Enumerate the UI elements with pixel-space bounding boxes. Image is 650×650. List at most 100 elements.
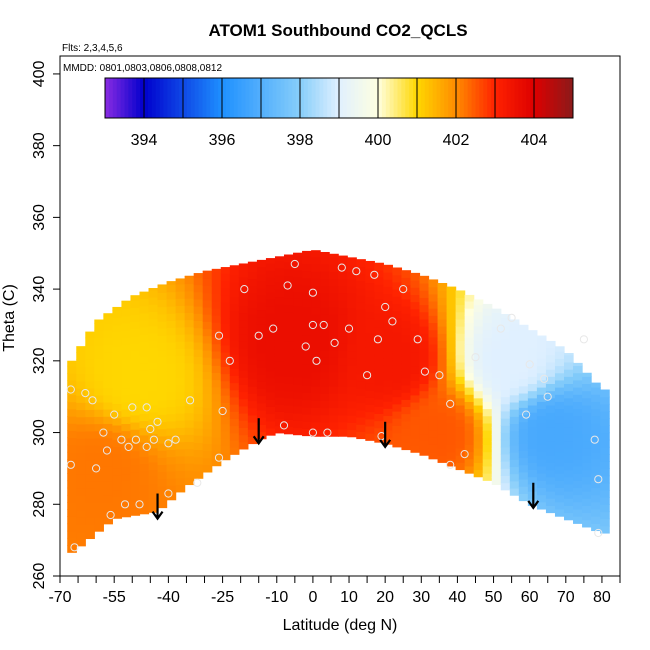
field-cell — [256, 338, 267, 346]
colorbar-segment — [120, 78, 125, 118]
field-cell — [67, 408, 77, 417]
field-cell — [509, 444, 520, 453]
colorbar-segment — [518, 78, 523, 118]
field-cell — [392, 296, 403, 304]
field-cell — [67, 444, 77, 453]
field-cell — [365, 390, 375, 398]
field-cell — [229, 432, 240, 441]
field-cell — [157, 364, 168, 372]
field-cell — [148, 375, 159, 384]
colorbar-segment — [280, 78, 285, 118]
field-cell — [302, 413, 312, 422]
field-cell — [265, 291, 276, 300]
field-cell — [491, 398, 502, 407]
field-cell — [365, 282, 375, 291]
field-cell — [491, 462, 502, 471]
field-cell — [238, 319, 249, 328]
field-cell — [256, 259, 267, 268]
field-cell — [175, 319, 186, 328]
field-cell — [103, 487, 113, 496]
field-cell — [274, 303, 285, 312]
field-cell — [112, 403, 123, 412]
field-cell — [591, 523, 601, 532]
field-cell — [202, 371, 213, 380]
field-cell — [139, 492, 150, 500]
field-cell — [582, 440, 592, 449]
field-cell — [157, 284, 168, 286]
colorbar-segment — [522, 78, 527, 118]
colorbar-segment — [331, 78, 336, 118]
field-cell — [356, 273, 366, 282]
field-cell — [356, 366, 366, 375]
field-cell — [482, 308, 493, 316]
colorbar-segment — [456, 78, 461, 118]
field-cell — [437, 419, 448, 428]
field-cell — [94, 387, 104, 396]
field-cell — [274, 353, 285, 362]
field-cell — [211, 422, 222, 431]
field-cell — [518, 471, 529, 480]
sample-point — [507, 313, 516, 322]
colorbar-segment — [319, 78, 324, 118]
field-cell — [374, 355, 384, 364]
field-cell — [428, 329, 439, 338]
field-cell — [247, 414, 258, 423]
field-cell — [166, 356, 177, 364]
field-cell — [536, 408, 547, 417]
field-cell — [356, 295, 366, 303]
field-cell — [76, 502, 86, 511]
field-cell — [175, 434, 186, 443]
field-cell — [311, 250, 321, 258]
field-cell — [554, 394, 565, 402]
field-cell — [103, 480, 113, 489]
field-cell — [564, 433, 574, 442]
field-cell — [600, 482, 610, 491]
field-cell — [130, 328, 141, 337]
field-cell — [302, 370, 312, 379]
field-cell — [374, 348, 384, 357]
field-cell — [545, 447, 556, 456]
field-cell — [265, 399, 276, 407]
field-cell — [193, 384, 204, 393]
field-cell — [311, 371, 321, 380]
field-cell — [600, 411, 610, 419]
field-cell — [446, 322, 457, 331]
field-cell — [229, 267, 240, 276]
field-cell — [500, 446, 511, 455]
field-cell — [247, 364, 258, 373]
field-cell — [338, 314, 348, 322]
field-cell — [401, 406, 412, 415]
field-cell — [527, 433, 538, 442]
field-cell — [94, 416, 104, 425]
field-cell — [392, 410, 403, 419]
field-cell — [392, 310, 403, 319]
field-cell — [573, 451, 583, 460]
field-cell — [293, 305, 303, 314]
field-cell — [591, 408, 601, 417]
field-cell — [573, 401, 583, 410]
field-cell — [94, 409, 104, 417]
field-cell — [374, 427, 384, 436]
field-cell — [500, 339, 511, 347]
field-cell — [437, 361, 448, 370]
field-cell — [500, 410, 511, 419]
field-cell — [293, 276, 303, 285]
field-cell — [284, 397, 294, 406]
field-cell — [139, 398, 150, 407]
field-cell — [175, 305, 186, 314]
field-cell — [284, 383, 294, 392]
field-cell — [265, 413, 276, 422]
field-cell — [166, 291, 177, 300]
field-cell — [482, 379, 493, 388]
field-cell — [284, 318, 294, 327]
field-cell — [274, 411, 285, 420]
field-cell — [211, 286, 222, 295]
field-cell — [103, 466, 113, 475]
field-cell — [582, 372, 592, 377]
field-cell — [193, 377, 204, 386]
field-cell — [130, 443, 141, 452]
field-cell — [175, 448, 186, 457]
field-cell — [121, 351, 132, 360]
field-cell — [365, 339, 375, 348]
field-cell — [356, 381, 366, 389]
